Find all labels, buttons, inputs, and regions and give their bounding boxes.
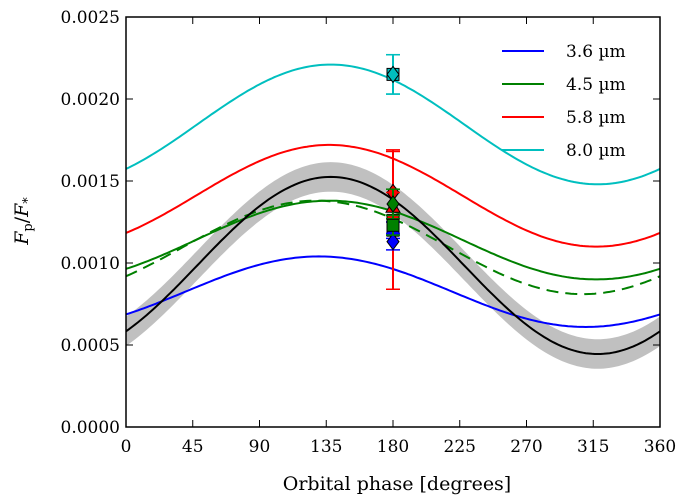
plot-area [126, 53, 660, 369]
y-tick-label: 0.0025 [61, 8, 120, 28]
y-tick-label: 0.0010 [61, 254, 120, 274]
x-axis-title: Orbital phase [degrees] [283, 473, 511, 495]
x-tick-label: 45 [182, 437, 204, 457]
y-tick-label: 0.0020 [61, 90, 120, 110]
y-axis-title: Fp/F* [11, 197, 36, 246]
data-point-6 [386, 232, 400, 251]
legend: 3.6 µm 4.5 µm 5.8 µm 8.0 µm [502, 42, 626, 161]
data-point-7 [386, 188, 400, 220]
legend-label: 3.6 µm [566, 42, 626, 62]
x-tick-label: 315 [577, 437, 609, 457]
y-tick-label: 0.0015 [61, 172, 120, 192]
axes: 0 45 90 135 180 225 270 315 360 0.0000 0.0005 0.001… [61, 8, 677, 457]
x-tick-label: 0 [121, 437, 132, 457]
legend-item-2: 5.8 µm [502, 108, 626, 128]
x-tick-label: 180 [377, 437, 409, 457]
x-tick-label: 90 [249, 437, 271, 457]
legend-label: 8.0 µm [566, 141, 626, 161]
legend-label: 5.8 µm [566, 108, 626, 128]
data-point-1 [386, 53, 400, 95]
x-tick-label: 270 [510, 437, 542, 457]
y-tick-label: 0.0000 [61, 418, 120, 438]
x-tick-label: 360 [644, 437, 676, 457]
legend-label: 4.5 µm [566, 75, 626, 95]
legend-item-0: 3.6 µm [502, 42, 626, 62]
legend-item-1: 4.5 µm [502, 75, 626, 95]
legend-item-3: 8.0 µm [502, 141, 626, 161]
x-tick-label: 135 [310, 437, 342, 457]
y-tick-label: 0.0005 [61, 336, 120, 356]
data-point-8 [386, 214, 400, 236]
x-tick-label: 225 [444, 437, 476, 457]
